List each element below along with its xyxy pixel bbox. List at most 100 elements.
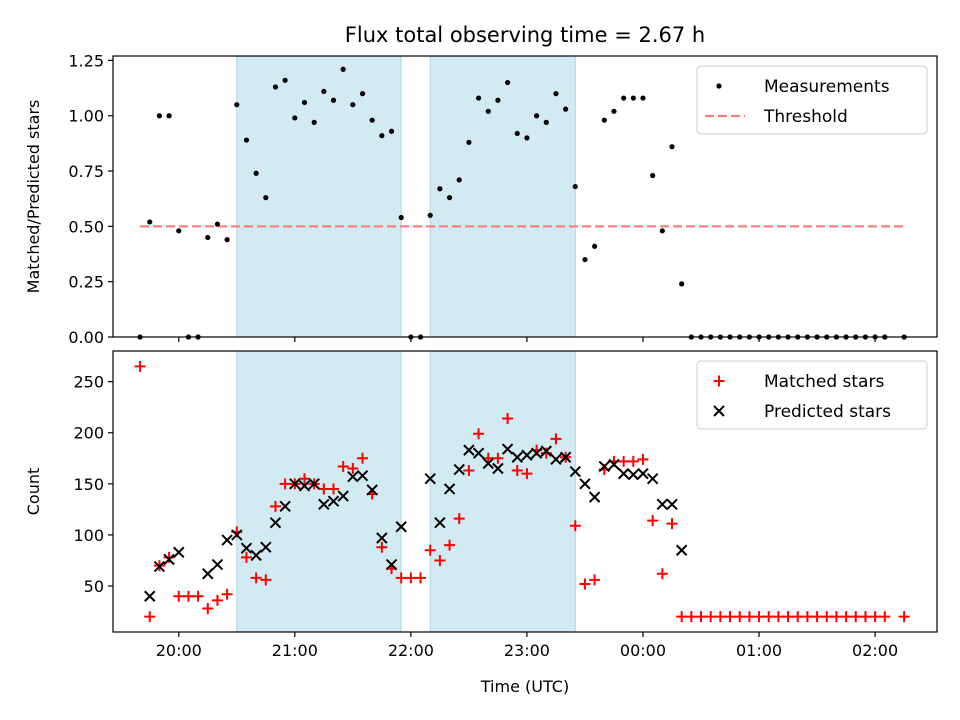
predicted-stars-point-22 bbox=[376, 532, 388, 544]
matched-stars-point-46 bbox=[579, 578, 591, 590]
matched-stars-point-45 bbox=[569, 520, 581, 532]
y-tick-label: 0.25 bbox=[68, 273, 104, 292]
measurements-point-25 bbox=[379, 133, 385, 139]
y-tick-label: 50 bbox=[84, 577, 104, 596]
measurements-point-34 bbox=[466, 139, 472, 145]
predicted-stars-point-19 bbox=[347, 470, 359, 483]
matched-stars-point-75 bbox=[859, 611, 871, 623]
predicted-stars-point-25 bbox=[424, 473, 436, 485]
legend-marker-measurements bbox=[716, 83, 722, 89]
predicted-stars-point-36 bbox=[530, 447, 543, 459]
matched-stars-point-36 bbox=[482, 452, 494, 464]
y-tick-label: 100 bbox=[73, 526, 104, 545]
predicted-stars-point-38 bbox=[550, 453, 562, 466]
matched-stars-point-34 bbox=[463, 465, 475, 477]
measurements-point-23 bbox=[359, 91, 366, 97]
measurements-point-56 bbox=[679, 281, 685, 287]
matched-stars-point-50 bbox=[618, 455, 630, 467]
matched-stars-point-69 bbox=[801, 611, 813, 623]
matched-stars-point-61 bbox=[724, 611, 736, 623]
x-tick-label: 23:00 bbox=[504, 641, 550, 660]
matched-stars-point-28 bbox=[405, 572, 417, 584]
bottom-panel-counts: 50 100 150 200 250 20:00 21:00 22:00 23:00 00:00 0… bbox=[24, 350, 938, 696]
measurements-point-38 bbox=[504, 79, 511, 86]
matched-stars-point-14 bbox=[269, 500, 281, 512]
predicted-stars-point-29 bbox=[463, 444, 475, 456]
matched-stars-point-1 bbox=[144, 611, 156, 623]
matched-stars-point-57 bbox=[685, 611, 697, 623]
predicted-stars-point-48 bbox=[646, 473, 659, 485]
predicted-stars-point-5 bbox=[211, 558, 224, 571]
matched-stars-point-17 bbox=[298, 473, 310, 485]
measurements-point-45 bbox=[572, 183, 578, 190]
matched-stars-point-58 bbox=[695, 611, 707, 623]
matched-stars-point-8 bbox=[211, 594, 223, 606]
predicted-stars-point-11 bbox=[269, 516, 282, 529]
matched-stars-point-38 bbox=[502, 412, 514, 424]
predicted-stars-point-42 bbox=[588, 491, 601, 503]
matched-stars-point-39 bbox=[511, 465, 523, 477]
predicted-stars-point-33 bbox=[501, 443, 514, 455]
matched-stars-point-68 bbox=[792, 611, 804, 623]
x-axis-label: Time (UTC) bbox=[480, 677, 569, 696]
predicted-stars-point-20 bbox=[356, 469, 369, 482]
predicted-stars-point-16 bbox=[318, 498, 330, 510]
matched-stars-point-43 bbox=[550, 433, 562, 445]
predicted-stars-point-32 bbox=[492, 462, 504, 475]
matched-stars-point-9 bbox=[221, 588, 233, 600]
observing-interval-1 bbox=[236, 55, 402, 338]
matched-stars-point-56 bbox=[676, 611, 688, 623]
axes-frame bbox=[112, 350, 938, 633]
measurements-point-53 bbox=[650, 172, 656, 179]
matched-stars-point-60 bbox=[714, 611, 726, 623]
x-tick-label: 22:00 bbox=[388, 641, 434, 660]
legend-box bbox=[696, 65, 928, 135]
legend: Matched stars Predicted stars bbox=[696, 360, 928, 430]
predicted-stars-point-12 bbox=[279, 500, 291, 513]
matched-stars-point-33 bbox=[453, 513, 465, 525]
y-axis-label: Matched/Predicted stars bbox=[24, 100, 43, 294]
predicted-stars-point-43 bbox=[598, 460, 611, 473]
y-tick-label: 150 bbox=[73, 475, 104, 494]
matched-stars-point-0 bbox=[134, 360, 146, 372]
predicted-stars-point-40 bbox=[569, 465, 581, 478]
measurements-point-1 bbox=[147, 219, 153, 225]
measurements-point-22 bbox=[350, 102, 356, 108]
legend: Measurements Threshold bbox=[696, 65, 928, 135]
measurements-point-42 bbox=[543, 119, 549, 125]
measurements-point-10 bbox=[234, 102, 240, 108]
measurements-point-33 bbox=[456, 177, 462, 183]
measurements-point-21 bbox=[340, 66, 346, 72]
predicted-stars-point-3 bbox=[173, 546, 185, 559]
matched-stars-point-53 bbox=[647, 515, 659, 527]
matched-stars-point-73 bbox=[840, 611, 852, 623]
matched-stars-point-47 bbox=[589, 574, 601, 586]
x-tick-label: 01:00 bbox=[736, 641, 782, 660]
matched-stars-point-22 bbox=[347, 463, 359, 475]
observing-interval-2 bbox=[429, 350, 576, 633]
measurements-point-31 bbox=[437, 186, 443, 192]
matched-stars-point-21 bbox=[337, 460, 349, 472]
predicted-stars-point-18 bbox=[337, 490, 349, 502]
predicted-stars-point-9 bbox=[250, 549, 262, 562]
predicted-stars-point-31 bbox=[482, 457, 494, 470]
predicted-stars-point-21 bbox=[366, 484, 378, 496]
matched-stars-point-63 bbox=[743, 611, 755, 623]
matched-stars-point-27 bbox=[395, 572, 407, 584]
measurements-point-19 bbox=[321, 88, 327, 95]
predicted-stars-point-45 bbox=[617, 467, 630, 480]
measurements-point-18 bbox=[311, 119, 317, 125]
predicted-stars-point-23 bbox=[385, 558, 398, 571]
measurements-point-14 bbox=[272, 84, 279, 90]
matched-stars-point-15 bbox=[279, 478, 291, 490]
measurements-point-12 bbox=[253, 170, 259, 176]
legend-label-measurements: Measurements bbox=[764, 77, 890, 97]
measurements-point-55 bbox=[669, 144, 675, 150]
matched-stars-point-52 bbox=[637, 453, 649, 465]
x-tick-label: 00:00 bbox=[620, 641, 666, 660]
matched-stars-point-23 bbox=[357, 452, 369, 464]
matched-stars-point-13 bbox=[260, 574, 272, 586]
measurements-point-11 bbox=[243, 137, 250, 143]
measurements-point-37 bbox=[495, 97, 501, 103]
